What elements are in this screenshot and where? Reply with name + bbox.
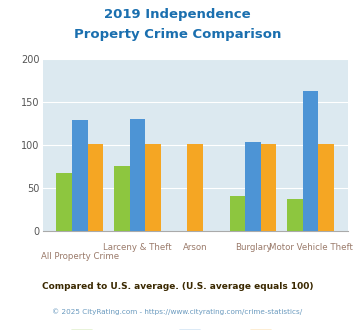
Bar bbox=[88, 144, 103, 231]
Text: Compared to U.S. average. (U.S. average equals 100): Compared to U.S. average. (U.S. average … bbox=[42, 282, 313, 291]
Bar bbox=[72, 120, 88, 231]
Text: Larceny & Theft: Larceny & Theft bbox=[103, 243, 172, 252]
Text: Property Crime Comparison: Property Crime Comparison bbox=[74, 28, 281, 41]
Text: Motor Vehicle Theft: Motor Vehicle Theft bbox=[269, 243, 353, 252]
Text: All Property Crime: All Property Crime bbox=[41, 252, 119, 261]
Bar bbox=[145, 144, 161, 231]
Bar bbox=[187, 144, 203, 231]
Bar bbox=[130, 119, 145, 231]
Bar bbox=[245, 142, 261, 231]
Bar bbox=[114, 166, 130, 231]
Text: Burglary: Burglary bbox=[235, 243, 271, 252]
Bar bbox=[287, 199, 303, 231]
Bar bbox=[261, 144, 276, 231]
Text: © 2025 CityRating.com - https://www.cityrating.com/crime-statistics/: © 2025 CityRating.com - https://www.city… bbox=[53, 309, 302, 315]
Bar bbox=[56, 173, 72, 231]
Legend: Independence, Oregon, National: Independence, Oregon, National bbox=[67, 325, 323, 330]
Text: 2019 Independence: 2019 Independence bbox=[104, 8, 251, 21]
Bar bbox=[303, 91, 318, 231]
Bar bbox=[318, 144, 334, 231]
Text: Arson: Arson bbox=[183, 243, 208, 252]
Bar bbox=[230, 196, 245, 231]
